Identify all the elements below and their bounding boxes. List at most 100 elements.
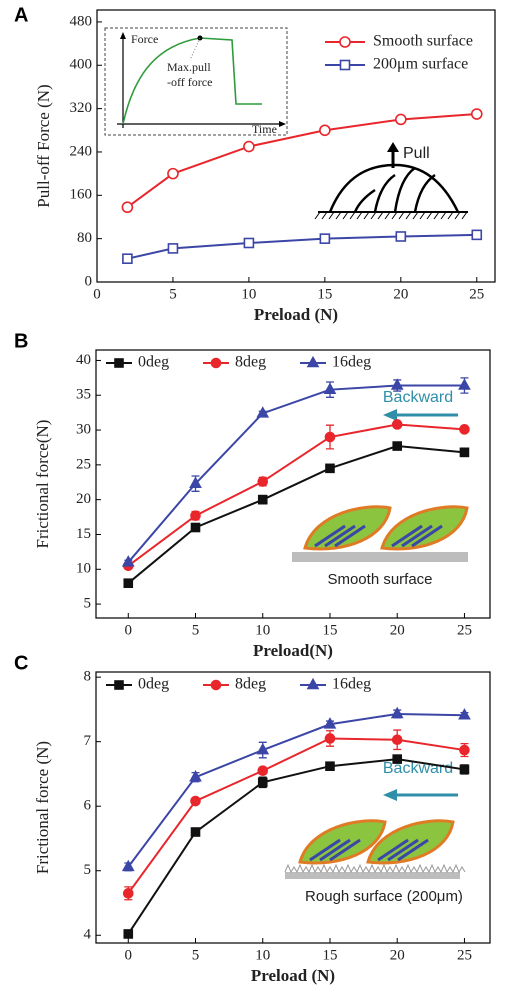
marker: [395, 113, 407, 126]
panel-label: B: [14, 330, 28, 352]
x-tick-label: 0: [125, 947, 133, 963]
marker: [458, 708, 471, 720]
x-tick-label: 0: [125, 622, 133, 638]
hatch: [412, 211, 419, 220]
hatch: [419, 211, 426, 220]
marker: [470, 108, 483, 120]
leaf-spine: [387, 838, 419, 862]
x-tick-label: 25: [457, 947, 472, 963]
marker: [189, 770, 202, 782]
legend-label: 8deg: [235, 676, 266, 693]
legend-label: 0deg: [138, 676, 169, 693]
marker: [167, 167, 179, 180]
plot-frame: [96, 9, 496, 283]
marker: [324, 431, 336, 443]
series-line: [127, 712, 465, 868]
series-line: [127, 233, 477, 260]
marker: [459, 744, 470, 756]
inset-pointer: [189, 37, 201, 61]
hatch: [377, 211, 384, 220]
marker: [122, 888, 134, 899]
x-tick-label: 5: [169, 286, 177, 302]
y-tick-label: 30: [76, 421, 91, 437]
pull-head: [387, 142, 399, 152]
legend-marker: [114, 358, 124, 368]
x-tick-label: 20: [390, 947, 405, 963]
marker: [392, 441, 403, 451]
marker: [257, 494, 268, 505]
marker: [167, 243, 179, 254]
legend-marker: [114, 680, 124, 690]
x-tick-label: 15: [322, 622, 337, 638]
inset-axes: [117, 36, 282, 128]
marker: [324, 733, 336, 744]
x-tick-label: 10: [255, 947, 270, 963]
leaf-spine: [391, 524, 423, 548]
panel-label: A: [14, 4, 28, 26]
x-tick-label: 25: [457, 622, 472, 638]
y-tick-label: 7: [84, 733, 92, 749]
x-tick-label: 25: [469, 286, 484, 302]
y-tick-label: 400: [70, 57, 93, 73]
annotation: Time: [252, 122, 277, 136]
hatch: [328, 211, 335, 220]
x-tick-label: 10: [255, 622, 270, 638]
marker: [190, 510, 201, 521]
hatch: [342, 211, 349, 220]
y-tick-label: 320: [70, 100, 93, 116]
legend-marker: [339, 36, 351, 48]
dome: [328, 163, 460, 213]
annotation: Pull: [403, 145, 430, 162]
surface: [292, 552, 468, 562]
hatch: [454, 211, 461, 220]
annotation: Force: [131, 32, 158, 46]
backward-head: [383, 789, 397, 801]
legend-label: 16deg: [332, 354, 371, 371]
marker: [323, 717, 337, 729]
legend-label: 8deg: [235, 354, 266, 371]
hatch: [426, 211, 433, 220]
y-tick-label: 35: [76, 387, 91, 403]
marker: [390, 706, 404, 719]
hatch: [405, 211, 412, 220]
y-axis-label: Pull-off Force (N): [34, 84, 53, 207]
marker: [256, 406, 270, 418]
annotation: Backward: [383, 389, 453, 406]
x-tick-label: 15: [317, 286, 332, 302]
hatch: [440, 211, 447, 220]
leaf-spine: [334, 524, 366, 548]
series-line: [127, 384, 465, 563]
surface: [285, 872, 460, 879]
marker: [395, 231, 407, 242]
y-tick-label: 20: [76, 491, 91, 507]
legend-marker: [306, 355, 320, 368]
x-tick-label: 5: [192, 947, 200, 963]
hatch: [335, 211, 342, 220]
y-tick-label: 240: [70, 143, 93, 159]
series-line: [126, 113, 477, 209]
y-tick-label: 25: [76, 456, 91, 472]
legend-label: 200μm surface: [373, 56, 468, 73]
inset-curve: [122, 37, 262, 125]
y-tick-label: 40: [76, 352, 91, 368]
legend-label: 16deg: [332, 676, 371, 693]
marker: [123, 929, 134, 939]
x-axis-label: Preload (N): [251, 966, 335, 985]
y-tick-label: 160: [70, 187, 93, 203]
marker: [323, 382, 337, 394]
marker: [190, 827, 201, 837]
hatch: [370, 211, 377, 220]
fiber: [353, 188, 376, 213]
inset-box: [104, 27, 288, 136]
marker: [121, 201, 134, 214]
marker: [391, 734, 403, 746]
marker: [190, 522, 201, 533]
hatch: [447, 211, 454, 220]
marker: [391, 419, 403, 430]
y-tick-label: 0: [85, 273, 93, 289]
marker: [459, 447, 470, 458]
annotation: Rough surface (200μm): [305, 888, 463, 905]
leaf-spine: [397, 838, 429, 862]
marker: [121, 859, 135, 872]
